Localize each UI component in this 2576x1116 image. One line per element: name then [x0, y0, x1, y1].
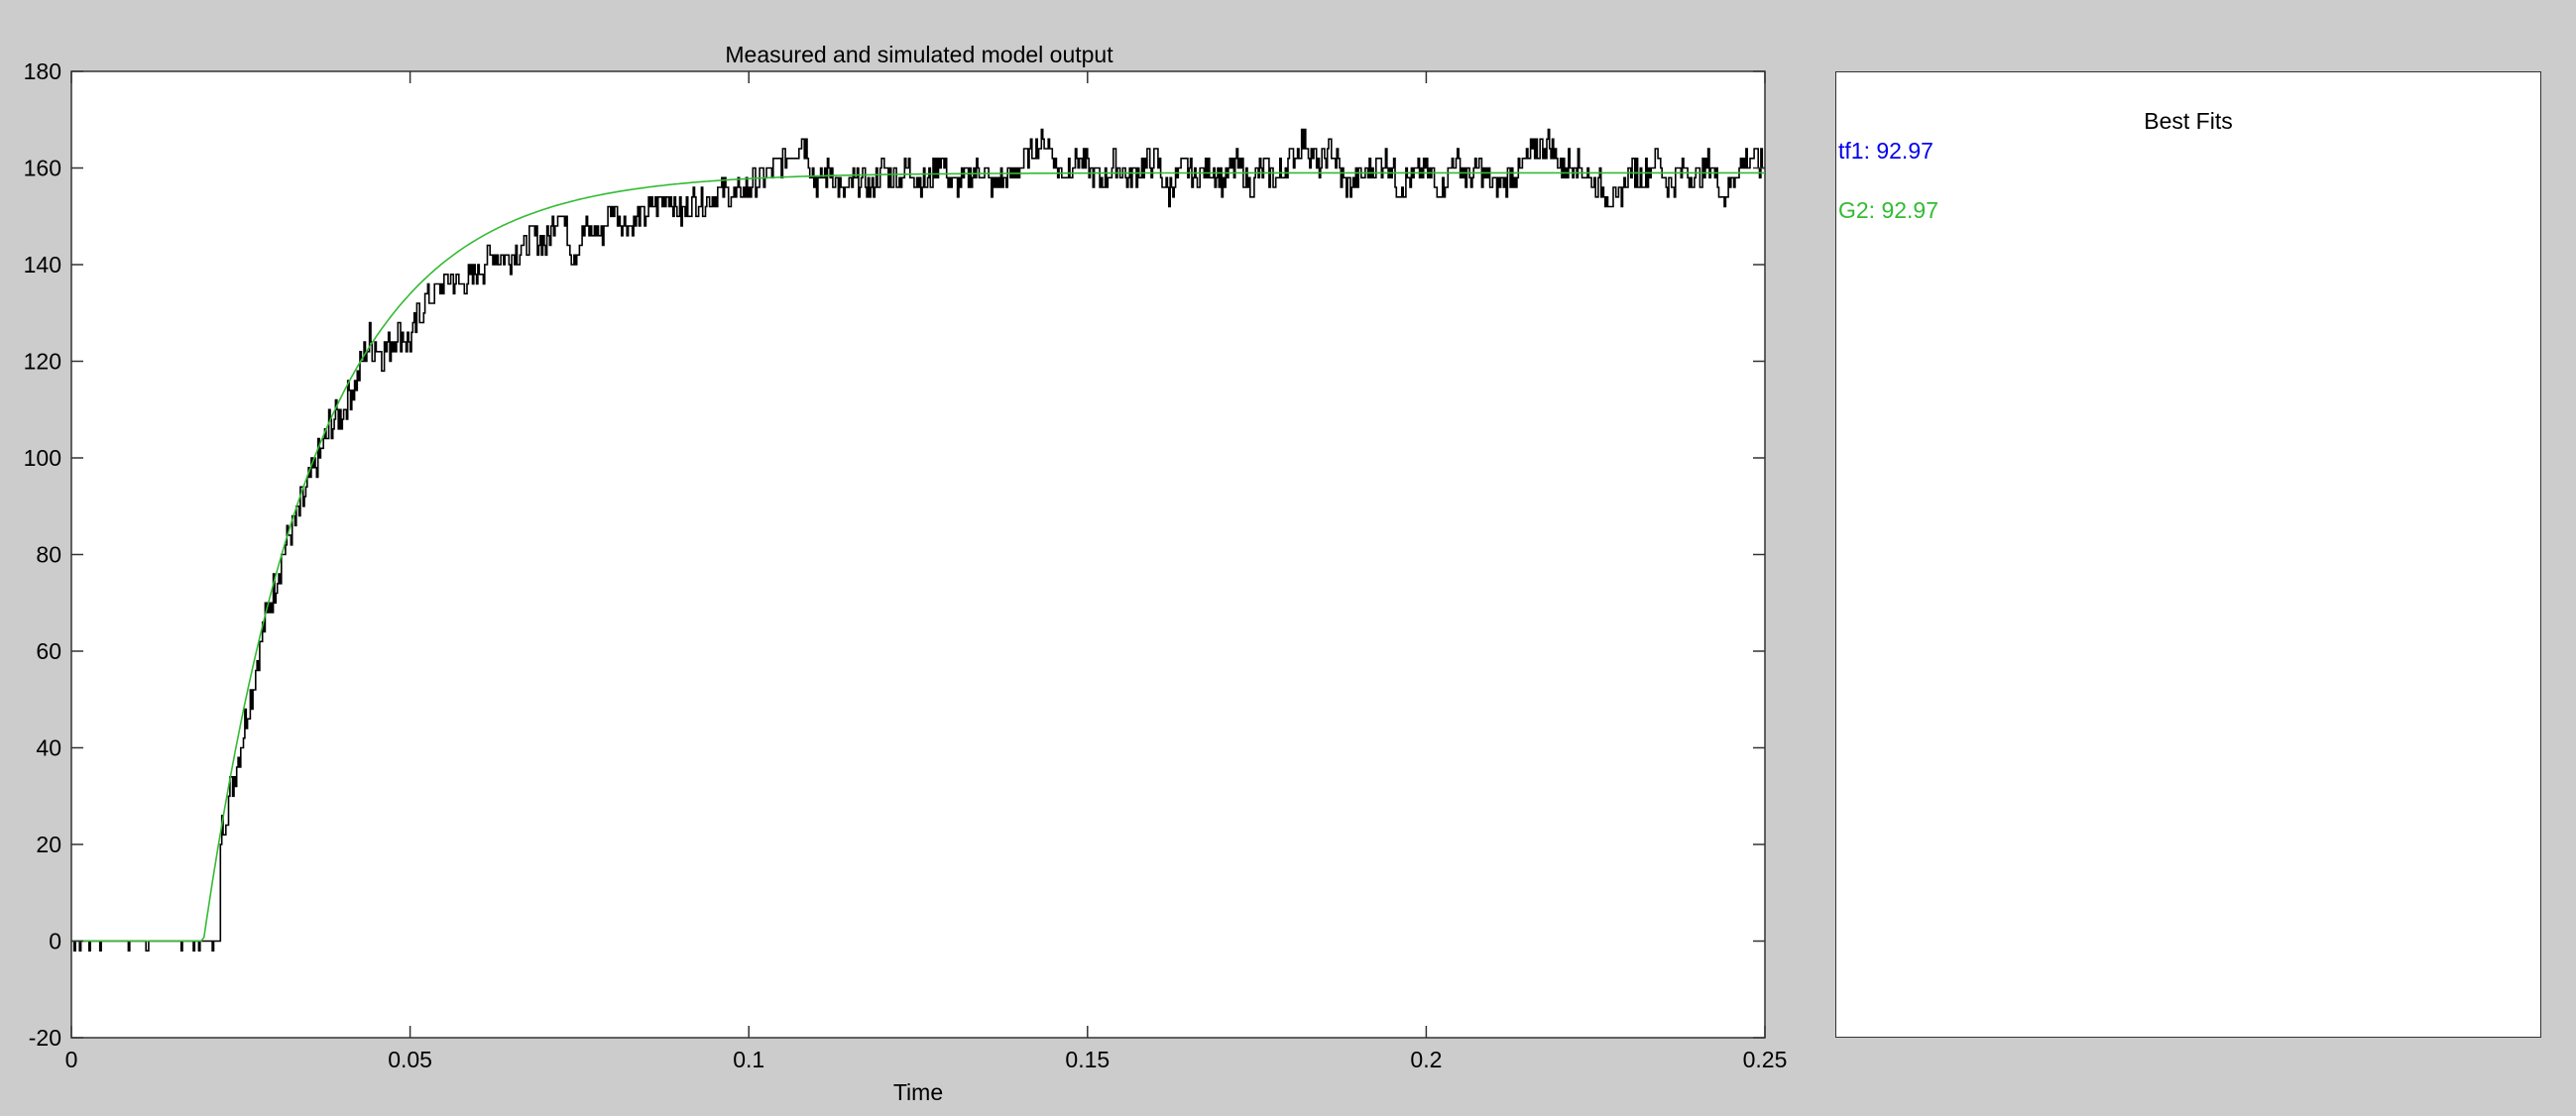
x-tick-label: 0 [65, 1047, 78, 1072]
best-fits-title: Best Fits [2144, 108, 2233, 134]
y-tick-label: 40 [36, 735, 61, 761]
fit-entry-tf1: tf1: 92.97 [1838, 138, 1933, 164]
plot-title: Measured and simulated model output [725, 42, 1113, 67]
simulated-output-line [71, 171, 1765, 943]
x-axis-label: Time [893, 1079, 943, 1105]
y-tick-label: 180 [24, 58, 61, 84]
y-tick-label: 140 [24, 252, 61, 278]
y-tick-label: 160 [24, 156, 61, 181]
y-tick-label: 0 [49, 929, 61, 954]
plot-content [71, 128, 1765, 952]
x-tick-label: 0.15 [1065, 1047, 1110, 1072]
x-axis: 0 0.05 0.1 0.15 0.2 0.25 [65, 71, 1788, 1072]
y-tick-label: 120 [24, 349, 61, 375]
fit-entry-g2: G2: 92.97 [1838, 197, 1939, 223]
y-tick-label: -20 [29, 1025, 61, 1051]
y-tick-label: 100 [24, 445, 61, 471]
measured-output-line [71, 128, 1765, 952]
y-axis: -20 0 20 40 60 80 100 120 140 160 180 [24, 58, 1765, 1051]
y-tick-label: 80 [36, 542, 61, 568]
x-tick-label: 0.1 [733, 1047, 764, 1072]
x-tick-label: 0.2 [1410, 1047, 1442, 1072]
x-tick-label: 0.05 [388, 1047, 432, 1072]
x-tick-label: 0.25 [1743, 1047, 1788, 1072]
y-tick-label: 20 [36, 832, 61, 857]
best-fits-panel: Best Fits tf1: 92.97 G2: 92.97 [1835, 71, 2541, 1038]
plot-area [70, 70, 1766, 1039]
y-tick-label: 60 [36, 638, 61, 664]
